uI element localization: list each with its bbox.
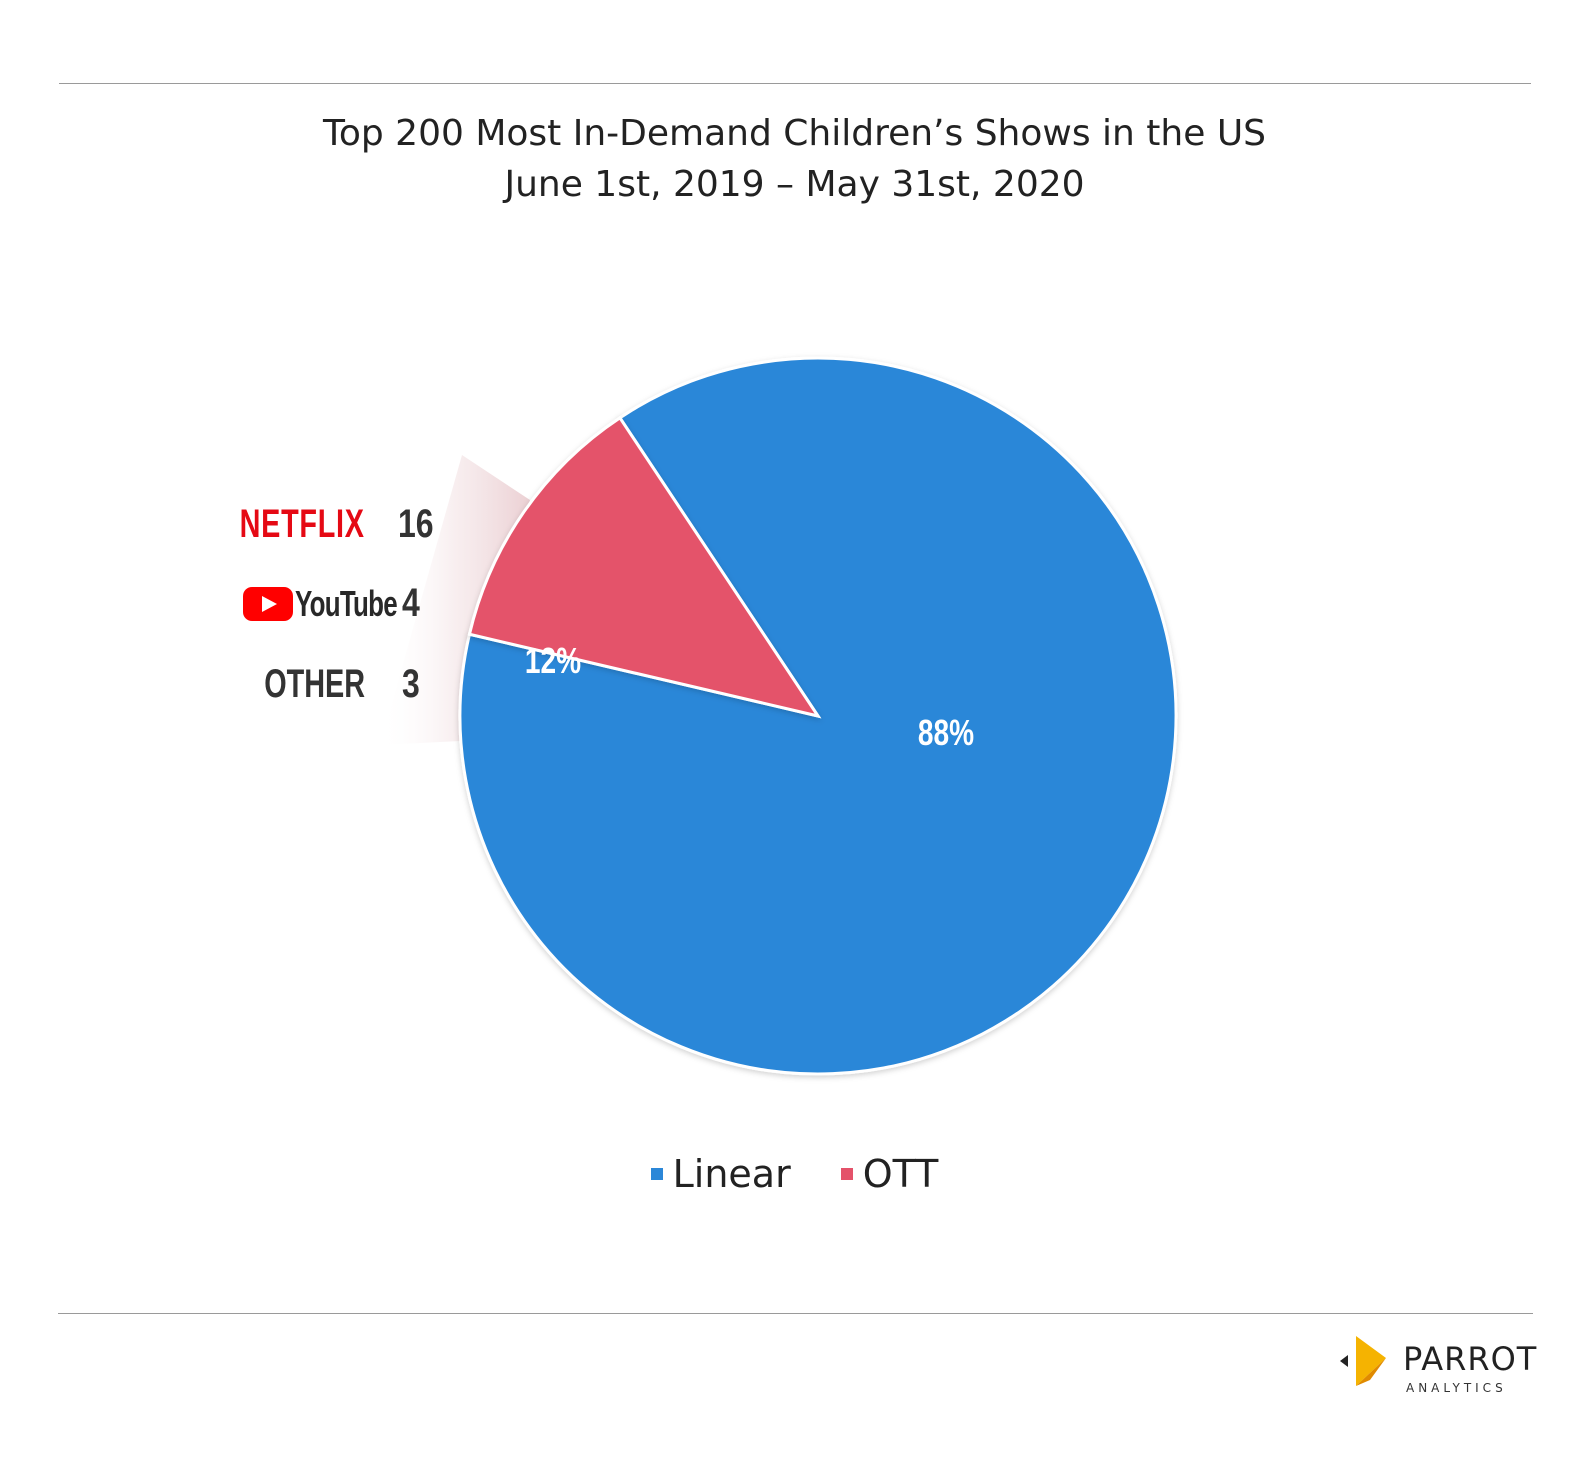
slice-label-linear: 88%: [918, 713, 974, 753]
ott-breakdown-fan: [380, 455, 530, 745]
chart-legend: Linear OTT: [0, 1152, 1589, 1196]
parrot-logo-arrow-icon: [1340, 1355, 1348, 1367]
youtube-play-icon: [243, 587, 293, 621]
other-label: OTHER: [264, 662, 365, 706]
legend-swatch-ott: [840, 1168, 853, 1180]
bottom-divider: [58, 1313, 1533, 1314]
parrot-logo-subtext: ANALYTICS: [1406, 1381, 1507, 1395]
legend-swatch-linear: [650, 1168, 663, 1180]
parrot-analytics-logo: [1340, 1336, 1386, 1386]
pie-slice-ott: [467, 415, 822, 719]
legend-item-ott: OTT: [840, 1152, 939, 1196]
youtube-logo: YouTube: [243, 581, 398, 627]
youtube-count: 4: [402, 581, 420, 625]
legend-label-ott: OTT: [862, 1152, 939, 1196]
netflix-logo: NETFLIX: [239, 502, 365, 546]
parrot-logo-text: PARROT: [1403, 1340, 1538, 1378]
parrot-logo-wing-shade-icon: [1356, 1358, 1386, 1386]
netflix-count: 16: [398, 502, 434, 546]
parrot-logo-wing-icon: [1356, 1336, 1386, 1386]
slice-label-ott: 12%: [525, 641, 581, 681]
top-divider: [59, 83, 1531, 84]
legend-item-linear: Linear: [650, 1152, 791, 1196]
legend-label-linear: Linear: [672, 1152, 791, 1196]
chart-title: Top 200 Most In-Demand Children’s Shows …: [322, 113, 1267, 154]
other-count: 3: [402, 662, 420, 706]
youtube-label: YouTube: [295, 583, 398, 624]
chart-subtitle: June 1st, 2019 – May 31st, 2020: [504, 164, 1085, 205]
